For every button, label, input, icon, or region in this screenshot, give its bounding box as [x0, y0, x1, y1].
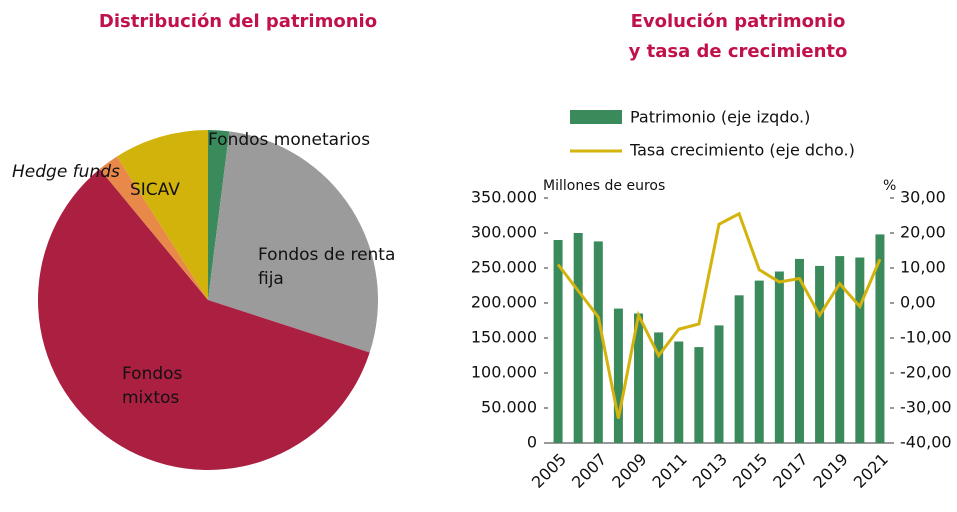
bar: [815, 265, 825, 443]
pie-slice: [116, 130, 208, 300]
pie-title: Distribución del patrimonio: [99, 11, 377, 32]
bar: [835, 256, 845, 443]
x-tick-label: 2015: [729, 450, 771, 492]
y-tick-label: 150.000: [471, 328, 537, 347]
pie-slice: [99, 156, 208, 300]
slice-label: Fondos de renta fija: [258, 245, 396, 289]
bar: [794, 258, 804, 443]
pie-slice: [37, 169, 370, 471]
y2-tick-label: -30,00: [900, 398, 952, 417]
bar: [875, 234, 885, 443]
bar: [613, 308, 623, 443]
pie-slice: [208, 130, 230, 300]
x-tick-label: 2013: [689, 450, 731, 492]
y-tick-label: 100.000: [471, 363, 537, 382]
y2-axis-label: %: [883, 178, 896, 194]
x-tick-label: 2009: [608, 450, 650, 492]
legend-label: Patrimonio (eje izqdo.): [630, 108, 810, 127]
x-tick-label: 2021: [850, 450, 892, 492]
slice-label: Hedge funds: [12, 162, 120, 182]
legend-label: Tasa crecimiento (eje dcho.): [629, 141, 855, 160]
y2-tick-label: -20,00: [900, 363, 952, 382]
y-tick-label: 200.000: [471, 293, 537, 312]
bar: [754, 280, 764, 443]
y-tick-label: 300.000: [471, 223, 537, 242]
y-tick-label: 250.000: [471, 258, 537, 277]
bar: [734, 295, 744, 443]
bar: [714, 325, 724, 443]
y2-tick-label: -40,00: [900, 433, 952, 452]
chart-title: Evolución patrimonio: [631, 11, 846, 32]
x-tick-label: 2017: [769, 450, 811, 492]
x-tick-label: 2007: [568, 450, 610, 492]
slice-label: Fondos monetarios: [208, 130, 371, 150]
line: [556, 211, 882, 419]
y2-tick-label: 10,00: [900, 258, 946, 277]
bar: [593, 241, 603, 443]
x-tick-label: 2005: [528, 450, 570, 492]
chart-title: y tasa de crecimiento: [629, 41, 848, 62]
x-tick-label: 2011: [649, 450, 691, 492]
pie-slice: [208, 131, 378, 353]
x-tick-label: 2019: [809, 450, 851, 492]
bar: [553, 240, 563, 443]
bar: [855, 257, 865, 443]
bar: [694, 347, 704, 443]
bar: [634, 313, 644, 443]
slice-label: Fondos mixtos: [122, 364, 183, 408]
y-tick-label: 350.000: [471, 188, 537, 207]
slice-label: SICAV: [130, 180, 180, 200]
y-tick-label: 50.000: [481, 398, 537, 417]
y-tick-label: 0: [527, 433, 537, 452]
y2-tick-label: 20,00: [900, 223, 946, 242]
bar: [774, 271, 784, 443]
bar: [573, 233, 583, 443]
y2-tick-label: 0,00: [900, 293, 936, 312]
bar: [654, 332, 664, 443]
y-axis-label: Millones de euros: [543, 178, 665, 194]
y2-tick-label: 30,00: [900, 188, 946, 207]
y2-tick-label: -10,00: [900, 328, 952, 347]
bar: [674, 341, 684, 443]
legend-swatch: [570, 110, 622, 124]
